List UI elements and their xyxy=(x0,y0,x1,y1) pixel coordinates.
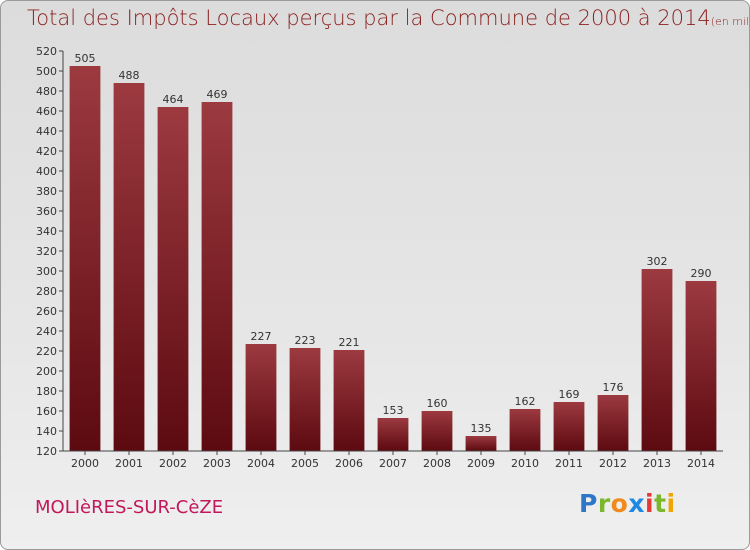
bar-2005 xyxy=(289,348,321,451)
x-tick-label: 2003 xyxy=(203,457,231,470)
logo-letter: i xyxy=(645,489,655,518)
bar-2013 xyxy=(641,269,673,451)
bar-2014 xyxy=(685,281,717,451)
y-tick-label: 480 xyxy=(36,85,57,98)
y-tick-label: 340 xyxy=(36,225,57,238)
logo-letter: x xyxy=(628,489,645,518)
y-tick-label: 420 xyxy=(36,145,57,158)
proxiti-logo[interactable]: Proxiti xyxy=(579,489,676,518)
x-tick-label: 2001 xyxy=(115,457,143,470)
x-axis: 2000 2001 2002 2003 2004 2005 2006 2007 2008 2009… xyxy=(63,450,723,470)
chart-title-text: Total des Impôts Locaux perçus par la Co… xyxy=(27,6,711,30)
bar-value-label: 153 xyxy=(383,404,404,417)
logo-letter: r xyxy=(597,489,611,518)
logo-letter: o xyxy=(610,489,629,518)
logo-letter: i xyxy=(666,489,676,518)
chart-title-unit: (en milliers d'€) xyxy=(710,15,750,28)
bar-value-label: 302 xyxy=(647,255,668,268)
bar-value-label: 464 xyxy=(163,93,184,106)
bar-2008 xyxy=(421,411,453,451)
bar-value-label: 221 xyxy=(339,336,360,349)
x-tick-label: 2010 xyxy=(511,457,539,470)
y-tick-label: 180 xyxy=(36,385,57,398)
bar-2001 xyxy=(113,83,145,451)
logo-letter: P xyxy=(579,489,598,518)
x-tick-label: 2007 xyxy=(379,457,407,470)
y-tick-label: 280 xyxy=(36,285,57,298)
x-tick-label: 2008 xyxy=(423,457,451,470)
y-tick-label: 200 xyxy=(36,365,57,378)
bar-value-label: 488 xyxy=(119,69,140,82)
x-tick-label: 2002 xyxy=(159,457,187,470)
bar-value-label: 223 xyxy=(295,334,316,347)
y-tick-label: 140 xyxy=(36,425,57,438)
bar-2007 xyxy=(377,418,409,451)
bar-2009 xyxy=(465,436,497,451)
x-tick-label: 2011 xyxy=(555,457,583,470)
logo-letter: t xyxy=(654,489,667,518)
x-tick-label: 2013 xyxy=(643,457,671,470)
bar-value-label: 505 xyxy=(75,52,96,65)
bar-value-label: 227 xyxy=(251,330,272,343)
commune-name: MOLIèRES-SUR-CèZE xyxy=(35,497,224,518)
x-tick-label: 2009 xyxy=(467,457,495,470)
x-tick-label: 2004 xyxy=(247,457,275,470)
y-tick-label: 440 xyxy=(36,125,57,138)
bar-value-label: 176 xyxy=(603,381,624,394)
y-tick-label: 260 xyxy=(36,305,57,318)
bar-2004 xyxy=(245,344,277,451)
y-tick-label: 400 xyxy=(36,165,57,178)
bar-value-label: 162 xyxy=(515,395,536,408)
bar-2000 xyxy=(69,66,101,451)
bar-2010 xyxy=(509,409,541,451)
y-tick-label: 160 xyxy=(36,405,57,418)
bar-value-label: 469 xyxy=(207,88,228,101)
y-tick-label: 520 xyxy=(36,45,57,58)
y-tick-label: 220 xyxy=(36,345,57,358)
x-tick-label: 2006 xyxy=(335,457,363,470)
y-tick-label: 320 xyxy=(36,245,57,258)
x-tick-label: 2000 xyxy=(71,457,99,470)
y-tick-label: 300 xyxy=(36,265,57,278)
x-tick-label: 2014 xyxy=(687,457,715,470)
y-tick-label: 380 xyxy=(36,185,57,198)
y-tick-label: 120 xyxy=(36,445,57,458)
x-tick-label: 2005 xyxy=(291,457,319,470)
bar-value-label: 135 xyxy=(471,422,492,435)
bars: 505 488 464 469 227 223 221 153 160 135 162 169 176 3… xyxy=(69,52,717,451)
y-tick-label: 500 xyxy=(36,65,57,78)
chart-title: Total des Impôts Locaux perçus par la Co… xyxy=(27,6,750,30)
y-tick-label: 460 xyxy=(36,105,57,118)
y-tick-label: 360 xyxy=(36,205,57,218)
bar-2011 xyxy=(553,402,585,451)
bar-value-label: 290 xyxy=(691,267,712,280)
bar-2012 xyxy=(597,395,629,451)
bar-value-label: 169 xyxy=(559,388,580,401)
bar-value-label: 160 xyxy=(427,397,448,410)
bar-2002 xyxy=(157,107,189,451)
x-tick-label: 2012 xyxy=(599,457,627,470)
y-axis: 120 140 160 180 200 220 240 260 280 300 320 340 360 3… xyxy=(36,45,64,458)
y-tick-label: 240 xyxy=(36,325,57,338)
bar-2006 xyxy=(333,350,365,451)
bar-2003 xyxy=(201,102,233,451)
